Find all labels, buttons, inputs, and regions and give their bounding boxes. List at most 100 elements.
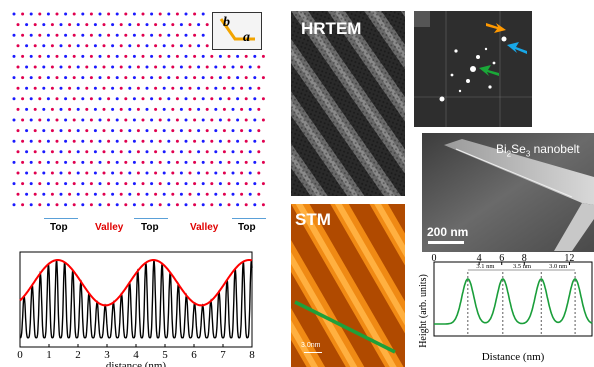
lattice-dot (124, 33, 128, 37)
lattice-dot (102, 129, 106, 133)
profile-x-tick-label: 1 (46, 349, 52, 361)
lattice-dot (175, 203, 179, 207)
lattice-dot (210, 139, 214, 143)
height-chart-svg: 3.1 nm 3.5 nm 3.0 nm 0 4 6 8 12 Distance (nm) Hei… (418, 253, 593, 363)
lattice-dot (218, 76, 222, 80)
lattice-dot (248, 129, 252, 133)
lattice-dot (240, 171, 244, 175)
lattice-dot (193, 182, 197, 186)
lattice-dot (33, 171, 37, 175)
lattice-dot (175, 12, 179, 16)
lattice-dot (59, 107, 63, 111)
lattice-dot (81, 76, 85, 80)
lattice-dot (124, 54, 128, 58)
lattice-dot (162, 129, 166, 133)
lattice-dot (257, 171, 261, 175)
lattice-dot (107, 182, 111, 186)
lattice-dot (162, 150, 166, 154)
lattice-dot (179, 107, 183, 111)
lattice-dot (145, 65, 149, 69)
lattice-dot (167, 203, 171, 207)
lattice-dot (111, 86, 115, 90)
lattice-dot (38, 203, 42, 207)
lattice-dot (158, 76, 162, 80)
lattice-dot (72, 182, 76, 186)
lattice-dot (33, 65, 37, 69)
lattice-dot (253, 203, 257, 207)
lattice-dot (231, 171, 235, 175)
lattice-dot (162, 23, 166, 27)
lattice-dot (102, 107, 106, 111)
lattice-dot (201, 76, 205, 80)
lattice-dot (197, 44, 201, 48)
lattice-dot (46, 139, 50, 143)
lattice-dot (188, 150, 192, 154)
lattice-dot (115, 76, 119, 80)
lattice-dot (150, 182, 154, 186)
lattice-dot (124, 139, 128, 143)
lattice-dot (72, 33, 76, 37)
lattice-dot (132, 97, 136, 101)
lattice-dot (184, 139, 188, 143)
lattice-dot (193, 12, 197, 16)
lattice-dot (236, 118, 240, 122)
lattice-dot (214, 171, 218, 175)
lattice-dot (132, 139, 136, 143)
lattice-dot (244, 54, 248, 58)
lattice-dot (154, 86, 158, 90)
lattice-dot (257, 192, 261, 196)
lattice-dot (197, 192, 201, 196)
lattice-dot (16, 107, 20, 111)
lattice-dot (184, 76, 188, 80)
lattice-dot (175, 76, 179, 80)
lattice-dot (179, 86, 183, 90)
lattice-dot (188, 107, 192, 111)
height-x-tick-label: 6 (499, 253, 504, 264)
lattice-dot (167, 54, 171, 58)
lattice-dot (145, 129, 149, 133)
lattice-dot (42, 44, 46, 48)
lattice-dot (115, 203, 119, 207)
lattice-dot (107, 97, 111, 101)
lattice-dot (46, 118, 50, 122)
lattice-dot (257, 107, 261, 111)
lattice-dot (171, 129, 175, 133)
lattice-dot (150, 160, 154, 164)
lattice-dot (115, 139, 119, 143)
lattice-dot (59, 129, 63, 133)
lattice-dot (188, 44, 192, 48)
lattice-dot (119, 65, 123, 69)
lattice-dot (64, 182, 68, 186)
lattice-dot (171, 86, 175, 90)
lattice-dot (253, 97, 257, 101)
lattice-dot (12, 12, 16, 16)
lattice-dot (98, 33, 102, 37)
inset-label-a: a (243, 30, 250, 45)
lattice-dot (158, 33, 162, 37)
lattice-dot (12, 118, 16, 122)
lattice-dot (136, 107, 140, 111)
lattice-dot (145, 23, 149, 27)
lattice-dot (55, 54, 59, 58)
lattice-dot (150, 33, 154, 37)
lattice-dot (205, 171, 209, 175)
fft-arrow-green-icon (479, 65, 499, 76)
lattice-dot (179, 192, 183, 196)
lattice-dot (12, 76, 16, 80)
lattice-dot (210, 160, 214, 164)
lattice-dot (38, 182, 42, 186)
lattice-dot (68, 86, 72, 90)
hrtem-image (291, 11, 405, 196)
height-y-axis-label: Height (arb. units) (418, 274, 429, 348)
lattice-dot (150, 203, 154, 207)
lattice-dot (89, 203, 93, 207)
height-period-label: 3.1 nm (476, 263, 494, 270)
lattice-dot (16, 23, 20, 27)
lattice-dot (111, 107, 115, 111)
profile-series-red (19, 259, 253, 307)
lattice-dot (59, 23, 63, 27)
lattice-dot (244, 118, 248, 122)
lattice-dot (72, 203, 76, 207)
lattice-dot (55, 97, 59, 101)
lattice-dot (42, 129, 46, 133)
